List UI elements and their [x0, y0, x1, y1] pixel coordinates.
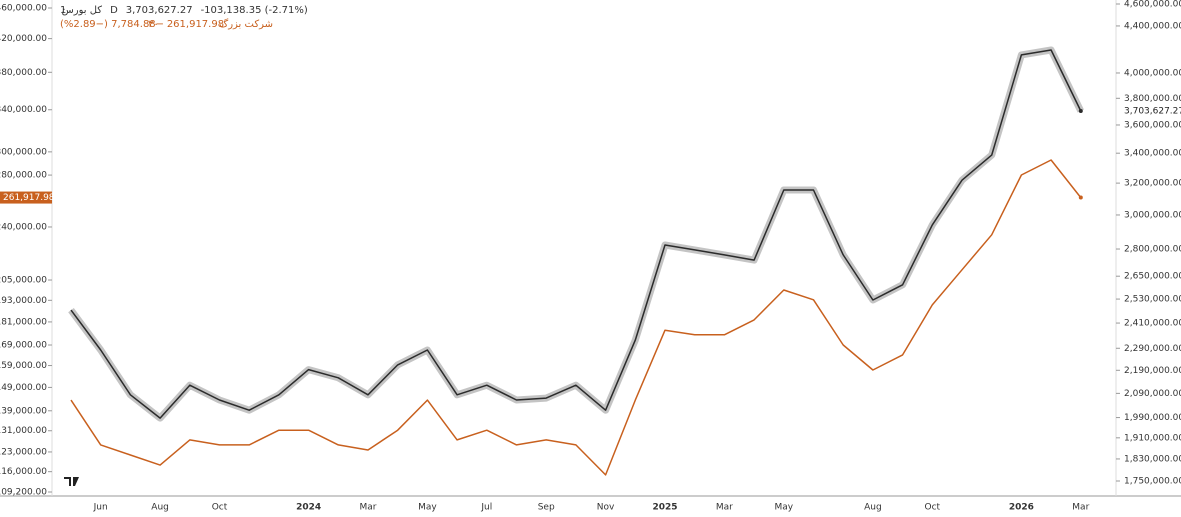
tv-logo [62, 474, 80, 488]
y2-tick-label: 3,800,000.00 [1124, 94, 1181, 104]
y2-tick-label: 4,000,000.00 [1124, 68, 1181, 78]
y2-tick-label: 2,800,000.00 [1124, 245, 1181, 255]
y-tick-label: 131,000.00 [0, 426, 47, 436]
line [70, 49, 1082, 419]
x-tick-label: May [774, 503, 793, 513]
x-tick-label: Sep [538, 503, 555, 513]
legend-name: کل بورس [62, 5, 103, 16]
y2-tick-label: 2,290,000.00 [1124, 344, 1181, 354]
y2-tick-label: 3,400,000.00 [1124, 149, 1181, 159]
x-tick-label: 2025 [652, 503, 677, 513]
y2-tick-label: 3,600,000.00 [1124, 120, 1181, 130]
legend-change: -103,138.35 (-2.71%) [201, 5, 308, 16]
y-tick-label: 193,000.00 [0, 296, 47, 306]
y2-tick-label: 3,200,000.00 [1124, 179, 1181, 189]
y2-tick-label: 1,750,000.00 [1124, 477, 1181, 487]
y-tick-label: 139,000.00 [0, 406, 47, 416]
y-tick-label: 123,000.00 [0, 447, 47, 457]
x-tick-label: May [418, 503, 437, 513]
y-tick-label: 149,000.00 [0, 383, 47, 393]
legend-last: 3,703,627.27 [126, 5, 193, 16]
y2-tick-label: 2,410,000.00 [1124, 319, 1181, 329]
legend-change: −7,784.88 (−2.89%) [60, 19, 164, 30]
y-tick-label: 300,000.00 [0, 147, 47, 157]
y-tick-label: 380,000.00 [0, 68, 47, 78]
y-tick-label: 280,000.00 [0, 171, 47, 181]
y-tick-label: 109,200.00 [0, 488, 47, 498]
legend-row: شرکت بزرگ ۳۰261,917.98−7,784.88 (−2.89%) [60, 17, 273, 30]
y-tick-label: 420,000.00 [0, 34, 47, 44]
legend-last: 261,917.98 [167, 19, 224, 30]
y2-tick-label: 1,830,000.00 [1124, 454, 1181, 464]
last-value-tag [1117, 104, 1181, 117]
x-tick-label: Mar [1072, 503, 1089, 513]
y2-tick-label: 3,000,000.00 [1124, 210, 1181, 220]
y-tick-label: 169,000.00 [0, 341, 47, 351]
y2-tick-label: 4,400,000.00 [1124, 21, 1181, 31]
x-tick-label: 2024 [296, 503, 321, 513]
x-tick-label: Mar [360, 503, 377, 513]
y2-tick-label: 2,190,000.00 [1124, 366, 1181, 376]
last-value-label: 261,917.98 [3, 193, 55, 203]
x-tick-label: Aug [151, 503, 169, 513]
last-value-label: 3,703,627.27 [1124, 106, 1181, 116]
y-tick-label: 340,000.00 [0, 105, 47, 115]
x-tick-label: Aug [864, 503, 882, 513]
legend-row: کل بورس·1D 3,703,627.27 -103,138.35 (-2.71… [60, 5, 308, 16]
y-tick-label: 116,000.00 [0, 467, 47, 477]
y2-tick-label: 1,910,000.00 [1124, 433, 1181, 443]
y-tick-label: 205,000.00 [0, 276, 47, 286]
line [70, 159, 1082, 476]
y2-tick-label: 4,600,000.00 [1124, 0, 1181, 10]
x-tick-label: Mar [716, 503, 733, 513]
y-tick-label: 159,000.00 [0, 361, 47, 371]
y-tick-label: 181,000.00 [0, 317, 47, 327]
x-tick-label: Oct [212, 503, 228, 513]
x-tick-label: Jul [480, 503, 492, 513]
last-value-tag [0, 191, 52, 204]
y2-tick-label: 1,990,000.00 [1124, 413, 1181, 423]
y2-tick-label: 2,530,000.00 [1124, 295, 1181, 305]
last-point [1078, 108, 1083, 113]
y-tick-label: 460,000.00 [0, 4, 47, 14]
x-tick-label: Oct [925, 503, 941, 513]
y-tick-label: 240,000.00 [0, 222, 47, 232]
y2-tick-label: 2,650,000.00 [1124, 272, 1181, 282]
x-tick-label: Jun [93, 503, 108, 513]
x-tick-label: 2026 [1009, 503, 1034, 513]
x-tick-label: Nov [597, 503, 615, 513]
y2-tick-label: 2,090,000.00 [1124, 389, 1181, 399]
last-point [1078, 195, 1083, 200]
